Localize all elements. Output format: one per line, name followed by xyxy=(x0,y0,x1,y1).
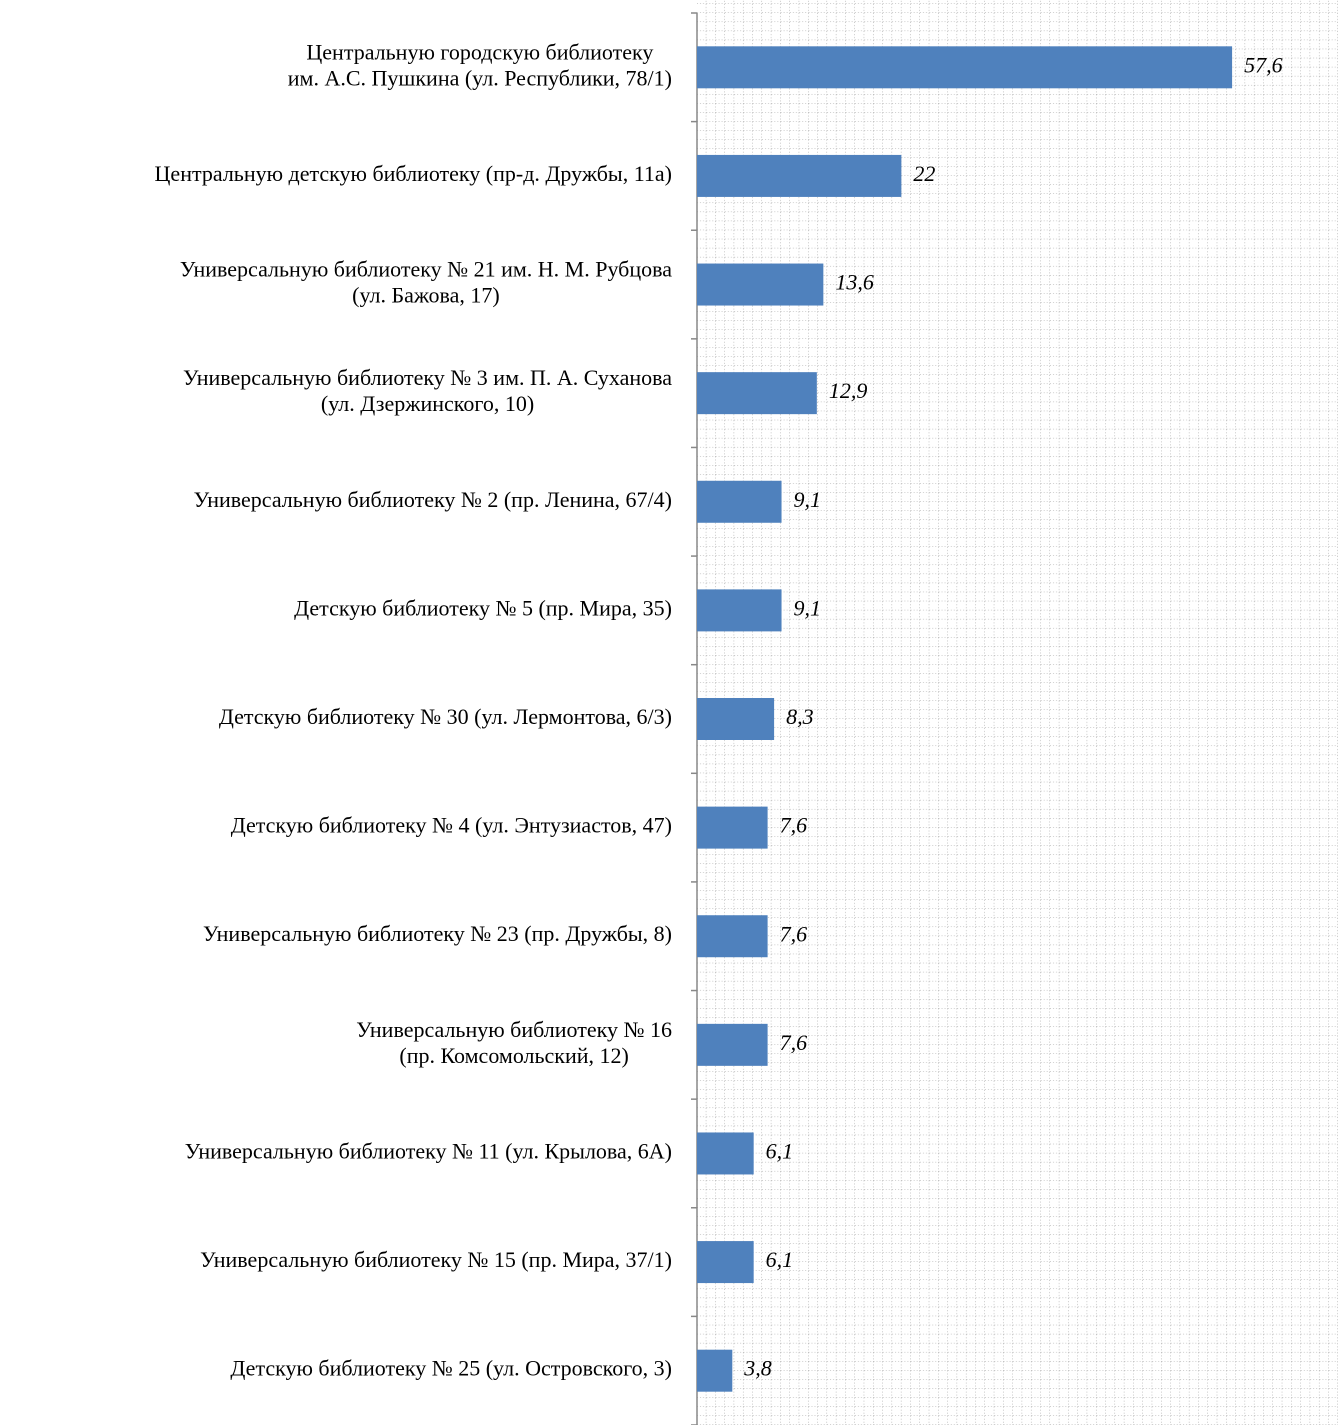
category-label: Универсальную библиотеку № 23 (пр. Дружб… xyxy=(203,921,672,946)
category-label: Универсальную библиотеку № 21 им. Н. М. … xyxy=(180,257,672,308)
bar xyxy=(697,1349,733,1392)
bar xyxy=(697,263,824,306)
value-label: 7,6 xyxy=(780,1030,808,1055)
bar xyxy=(697,1023,768,1066)
value-label: 8,3 xyxy=(786,704,814,729)
bar xyxy=(697,589,782,632)
category-label: Центральную детскую библиотеку (пр-д. Др… xyxy=(155,161,672,186)
bar xyxy=(697,806,768,849)
category-label: Универсальную библиотеку № 11 (ул. Крыло… xyxy=(185,1139,672,1164)
bar xyxy=(697,1132,754,1175)
category-label: Детскую библиотеку № 4 (ул. Энтузиастов,… xyxy=(231,813,672,838)
value-label: 9,1 xyxy=(794,595,822,620)
value-label: 6,1 xyxy=(766,1139,794,1164)
value-label: 57,6 xyxy=(1244,52,1283,77)
bar xyxy=(697,372,817,415)
value-label: 9,1 xyxy=(794,487,822,512)
value-label: 13,6 xyxy=(835,270,874,295)
category-label: Детскую библиотеку № 30 (ул. Лермонтова,… xyxy=(219,704,672,729)
category-label: Универсальную библиотеку № 15 (пр. Мира,… xyxy=(200,1247,672,1272)
category-label: Детскую библиотеку № 5 (пр. Мира, 35) xyxy=(294,595,672,620)
category-label: Детскую библиотеку № 25 (ул. Островского… xyxy=(230,1356,672,1381)
value-label: 12,9 xyxy=(829,378,868,403)
category-label: Универсальную библиотеку № 16 (пр. Комсом… xyxy=(356,1017,672,1068)
value-label: 22 xyxy=(913,161,935,186)
category-label: Универсальную библиотеку № 3 им. П. А. С… xyxy=(183,365,672,416)
value-label: 7,6 xyxy=(780,813,808,838)
category-label: Универсальную библиотеку № 2 (пр. Ленина… xyxy=(194,487,672,512)
value-label: 3,8 xyxy=(743,1356,772,1381)
bar xyxy=(697,1241,754,1284)
bar xyxy=(697,915,768,958)
grid xyxy=(697,0,1338,1425)
bar xyxy=(697,480,782,523)
bar xyxy=(697,46,1233,89)
value-label: 6,1 xyxy=(766,1247,794,1272)
value-label: 7,6 xyxy=(780,921,808,946)
bar xyxy=(697,698,775,740)
bar xyxy=(697,154,902,197)
category-label: Центральную городскую библиотеку им. А.С.… xyxy=(288,39,672,90)
